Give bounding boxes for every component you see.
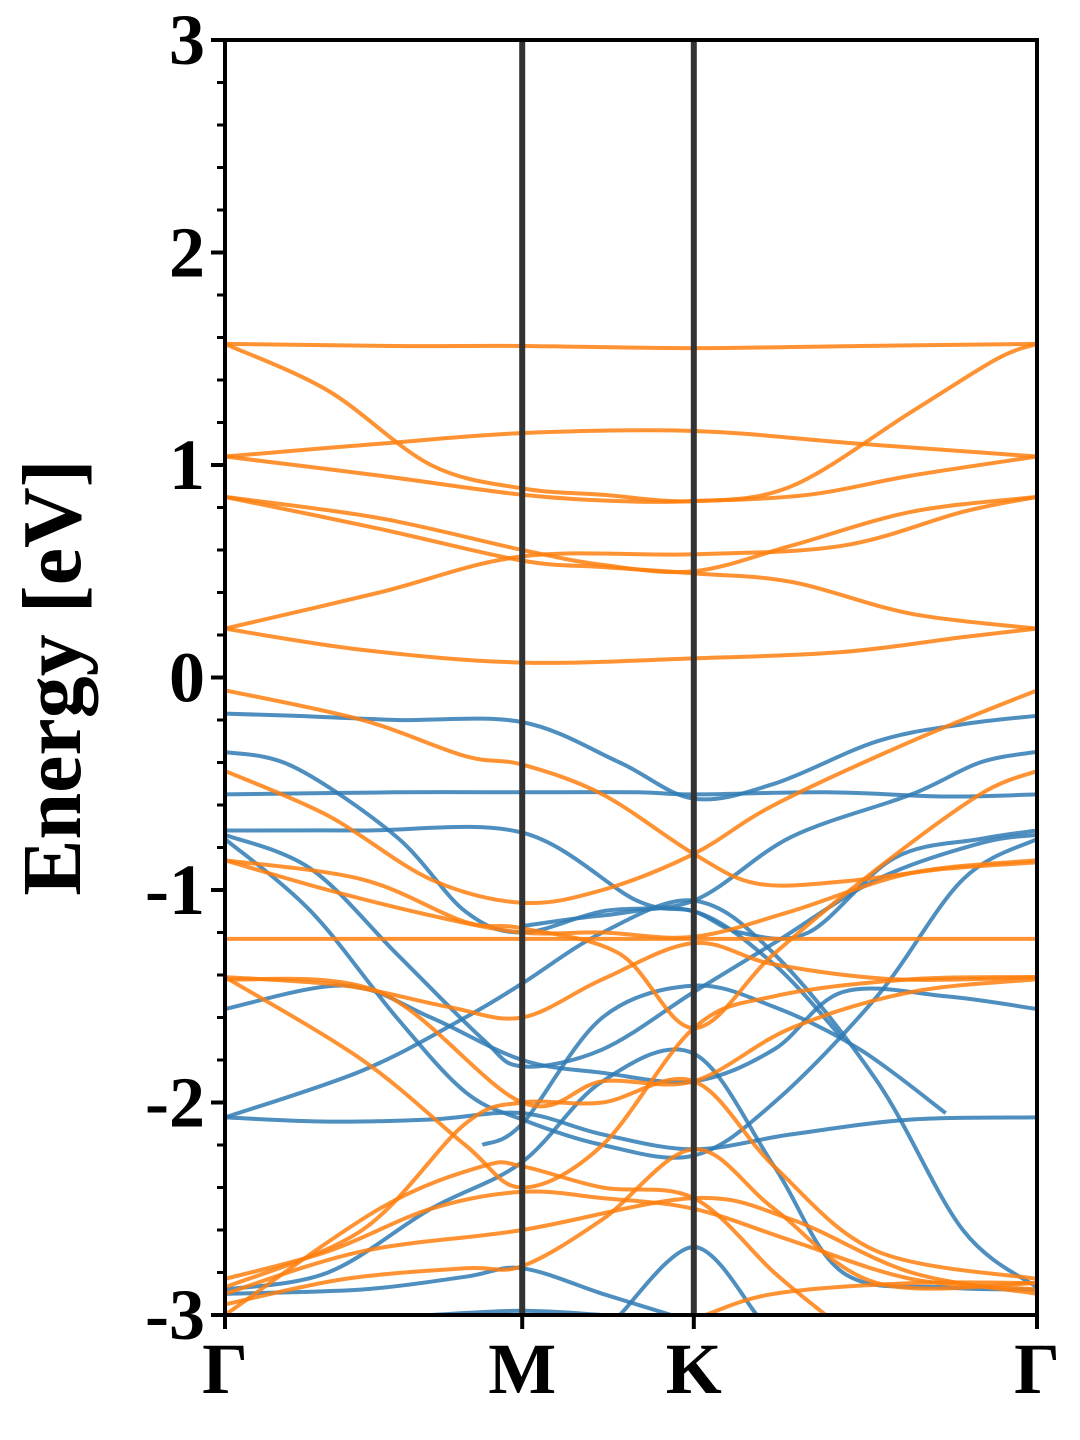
band-line-orange-21 bbox=[225, 494, 1037, 631]
y-tick-label: 2 bbox=[169, 213, 205, 293]
band-line-blue-0 bbox=[225, 711, 1037, 802]
band-line-orange-17 bbox=[225, 428, 1037, 459]
y-tick-label: -2 bbox=[145, 1063, 205, 1143]
band-line-orange-31 bbox=[225, 1189, 1037, 1292]
k-point-lines bbox=[519, 40, 697, 1315]
band-line-orange-35 bbox=[225, 1160, 827, 1315]
y-tick-label: 3 bbox=[169, 0, 205, 80]
band-line-orange-36 bbox=[704, 1280, 1037, 1315]
band-line-orange-24 bbox=[225, 688, 1037, 906]
band-series-layer bbox=[225, 341, 1037, 1315]
band-line-orange-33 bbox=[225, 1195, 1037, 1296]
x-tick-label: M bbox=[488, 1329, 556, 1409]
band-line-orange-22 bbox=[225, 626, 1037, 665]
band-line-orange-25 bbox=[225, 769, 1037, 1031]
band-line-blue-7 bbox=[225, 1110, 1037, 1152]
x-tick-label: Γ bbox=[202, 1329, 248, 1409]
band-line-orange-29 bbox=[225, 975, 1037, 1190]
band-line-blue-10 bbox=[225, 1265, 672, 1315]
band-line-orange-26 bbox=[225, 858, 1037, 940]
y-axis-title: Energy [eV] bbox=[6, 459, 99, 895]
x-tick-label: Γ bbox=[1014, 1329, 1060, 1409]
band-line-blue-5 bbox=[225, 837, 1037, 1160]
band-line-orange-34 bbox=[225, 1147, 1037, 1307]
band-line-orange-18 bbox=[225, 454, 1037, 504]
y-tick-label: 1 bbox=[169, 425, 205, 505]
band-line-orange-19 bbox=[225, 494, 1037, 575]
band-line-blue-8 bbox=[225, 898, 1037, 1290]
y-tick-label: -1 bbox=[145, 850, 205, 930]
band-line-blue-2 bbox=[225, 790, 1037, 799]
y-tick-label: 0 bbox=[169, 638, 205, 718]
y-tick-label: -3 bbox=[145, 1275, 205, 1355]
band-line-blue-4 bbox=[225, 832, 1037, 1069]
y-axis: 3 2 1 0 -1 -2 -3 bbox=[145, 0, 225, 1355]
band-line-orange-16 bbox=[225, 342, 1037, 504]
x-tick-label: K bbox=[666, 1329, 722, 1409]
band-line-orange-20 bbox=[225, 494, 1037, 631]
plot-frame bbox=[223, 38, 1039, 1317]
band-line-orange-32 bbox=[225, 1076, 1037, 1290]
band-line-orange-15 bbox=[225, 341, 1037, 351]
band-line-orange-30 bbox=[225, 976, 1037, 1109]
